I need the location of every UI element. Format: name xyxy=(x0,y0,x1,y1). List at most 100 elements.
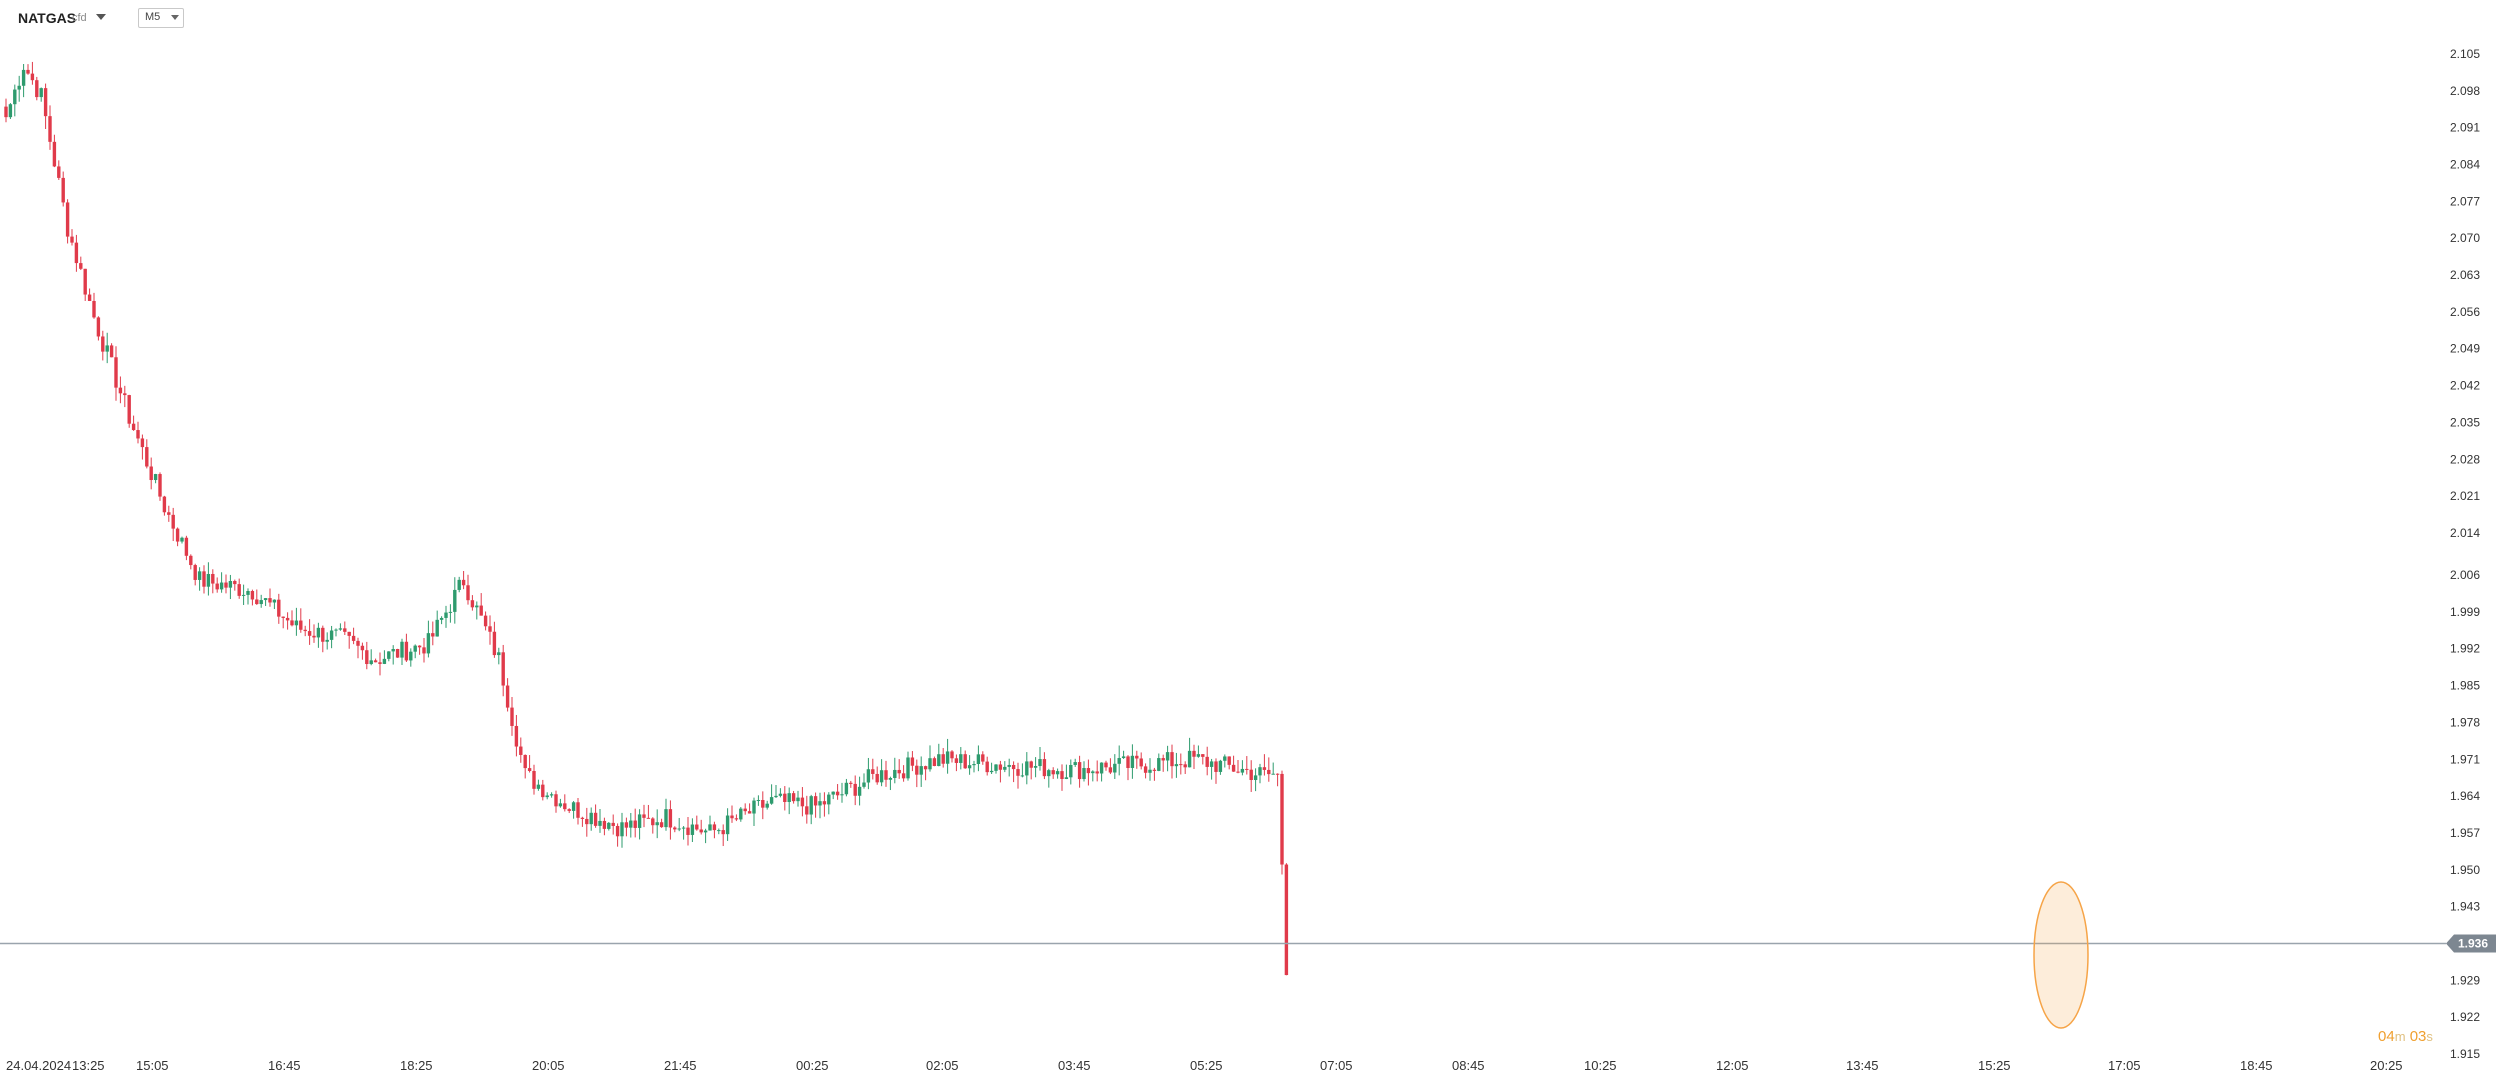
candle[interactable] xyxy=(928,758,932,770)
candle[interactable] xyxy=(673,827,677,830)
candle[interactable] xyxy=(268,598,272,603)
candle[interactable] xyxy=(1086,768,1091,774)
candle[interactable] xyxy=(787,793,791,802)
candle[interactable] xyxy=(950,751,954,759)
candle[interactable] xyxy=(593,812,598,826)
candle[interactable] xyxy=(629,820,633,828)
candle[interactable] xyxy=(48,116,52,142)
candle[interactable] xyxy=(109,345,114,358)
candle[interactable] xyxy=(708,824,712,831)
candle[interactable] xyxy=(488,626,492,632)
candle[interactable] xyxy=(1275,773,1280,775)
candle[interactable] xyxy=(57,166,61,178)
symbol-dropdown-icon[interactable] xyxy=(96,14,106,20)
candle[interactable] xyxy=(514,725,519,747)
candle[interactable] xyxy=(1227,756,1231,765)
candle[interactable] xyxy=(387,651,391,659)
candle[interactable] xyxy=(391,649,395,652)
candle[interactable] xyxy=(4,106,8,118)
candle[interactable] xyxy=(470,600,475,608)
candle[interactable] xyxy=(1003,766,1007,770)
candle[interactable] xyxy=(818,801,822,806)
candle[interactable] xyxy=(1073,762,1077,765)
candle[interactable] xyxy=(884,770,888,780)
candle[interactable] xyxy=(74,242,79,264)
candle[interactable] xyxy=(501,652,505,686)
candle[interactable] xyxy=(497,652,501,656)
candle[interactable] xyxy=(92,300,96,318)
candle[interactable] xyxy=(435,619,439,637)
candle[interactable] xyxy=(13,89,17,105)
candle[interactable] xyxy=(932,758,937,767)
candle[interactable] xyxy=(1284,864,1289,976)
candle[interactable] xyxy=(721,830,725,835)
candle[interactable] xyxy=(105,345,109,352)
candle[interactable] xyxy=(607,822,611,829)
candle[interactable] xyxy=(800,797,805,807)
candle[interactable] xyxy=(1240,768,1245,773)
candle[interactable] xyxy=(321,627,325,642)
candle[interactable] xyxy=(1095,771,1099,774)
candle[interactable] xyxy=(769,797,774,804)
candle[interactable] xyxy=(329,630,334,640)
candle[interactable] xyxy=(536,784,541,789)
candle[interactable] xyxy=(1223,756,1227,761)
candle[interactable] xyxy=(65,202,70,237)
candle[interactable] xyxy=(844,782,849,795)
candle[interactable] xyxy=(994,764,998,771)
candle[interactable] xyxy=(712,824,717,831)
candle[interactable] xyxy=(1099,762,1104,774)
candle[interactable] xyxy=(1143,766,1148,773)
candle[interactable] xyxy=(1020,775,1025,777)
candle[interactable] xyxy=(1205,756,1209,767)
candle[interactable] xyxy=(642,814,646,818)
candle[interactable] xyxy=(475,605,479,608)
candle[interactable] xyxy=(145,447,149,467)
candle[interactable] xyxy=(439,617,444,620)
candle[interactable] xyxy=(1064,777,1069,779)
candle[interactable] xyxy=(246,591,250,595)
candle[interactable] xyxy=(233,581,237,585)
candle[interactable] xyxy=(734,818,739,820)
candle[interactable] xyxy=(206,573,211,587)
candle[interactable] xyxy=(457,579,461,590)
candle[interactable] xyxy=(725,815,730,835)
candle[interactable] xyxy=(1108,767,1113,773)
candle[interactable] xyxy=(981,754,985,762)
candle[interactable] xyxy=(519,746,523,755)
candle[interactable] xyxy=(1091,771,1095,774)
candle[interactable] xyxy=(637,814,642,828)
candle[interactable] xyxy=(611,822,615,826)
symbol-name[interactable]: NATGAS xyxy=(18,10,77,26)
candle[interactable] xyxy=(8,104,13,118)
candle[interactable] xyxy=(893,769,897,778)
candle[interactable] xyxy=(954,758,959,763)
candle[interactable] xyxy=(906,757,910,779)
candle[interactable] xyxy=(998,764,1003,770)
candle[interactable] xyxy=(967,765,972,769)
candle[interactable] xyxy=(79,263,83,269)
candle[interactable] xyxy=(730,815,734,819)
candle[interactable] xyxy=(510,707,514,726)
candle[interactable] xyxy=(127,395,131,424)
candle[interactable] xyxy=(136,430,140,439)
candle[interactable] xyxy=(563,803,567,810)
candle[interactable] xyxy=(1258,767,1262,776)
candle[interactable] xyxy=(1245,768,1249,770)
candle[interactable] xyxy=(945,751,950,764)
candle[interactable] xyxy=(558,803,563,807)
candle[interactable] xyxy=(1082,768,1086,780)
candle[interactable] xyxy=(373,660,378,663)
candle[interactable] xyxy=(149,466,153,481)
candle[interactable] xyxy=(651,818,655,826)
candle[interactable] xyxy=(554,794,558,807)
candle[interactable] xyxy=(453,589,457,612)
candle[interactable] xyxy=(589,812,593,825)
candle[interactable] xyxy=(752,800,756,814)
candle[interactable] xyxy=(1174,764,1179,767)
candle[interactable] xyxy=(444,612,448,618)
candle[interactable] xyxy=(299,620,303,630)
candle[interactable] xyxy=(813,796,818,806)
candle[interactable] xyxy=(831,791,835,795)
candle[interactable] xyxy=(382,658,387,664)
